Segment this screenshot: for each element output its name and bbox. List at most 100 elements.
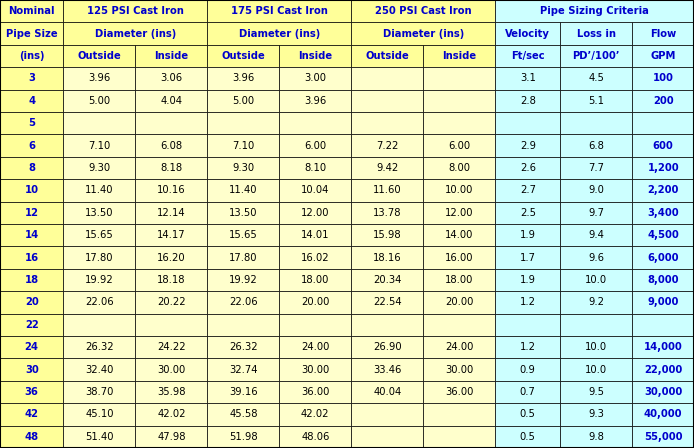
Text: Inside: Inside [154, 51, 188, 61]
Text: Diameter (ins): Diameter (ins) [239, 29, 320, 39]
Bar [351, 134, 423, 157]
Bar [496, 403, 560, 426]
Bar [279, 45, 351, 67]
Bar [208, 202, 279, 224]
Bar [279, 90, 351, 112]
Bar [496, 157, 560, 179]
Text: 36.00: 36.00 [301, 387, 330, 397]
Text: 3.96: 3.96 [88, 73, 110, 83]
Bar [560, 403, 632, 426]
Text: 14.00: 14.00 [445, 230, 473, 240]
Text: 55,000: 55,000 [644, 432, 682, 442]
Bar [279, 67, 351, 90]
Bar [351, 179, 423, 202]
Bar [423, 426, 496, 448]
Bar [632, 269, 694, 291]
Text: 47.98: 47.98 [157, 432, 185, 442]
Text: 19.92: 19.92 [85, 275, 114, 285]
Text: 32.74: 32.74 [229, 365, 257, 375]
Text: Diameter (ins): Diameter (ins) [382, 29, 464, 39]
Text: 6.08: 6.08 [160, 141, 183, 151]
Bar [0, 269, 63, 291]
Text: 19.92: 19.92 [229, 275, 257, 285]
Text: 12.00: 12.00 [301, 208, 330, 218]
Bar [0, 336, 63, 358]
Text: 38.70: 38.70 [85, 387, 114, 397]
Bar [496, 179, 560, 202]
Bar [560, 112, 632, 134]
Bar [63, 0, 208, 22]
Bar [496, 426, 560, 448]
Text: 30.00: 30.00 [301, 365, 330, 375]
Text: 5: 5 [28, 118, 35, 128]
Text: 32.40: 32.40 [85, 365, 114, 375]
Text: 3.96: 3.96 [232, 73, 255, 83]
Bar [135, 314, 208, 336]
Bar [208, 134, 279, 157]
Bar [351, 381, 423, 403]
Text: 39.16: 39.16 [229, 387, 257, 397]
Bar [135, 179, 208, 202]
Bar [0, 112, 63, 134]
Text: Inside: Inside [298, 51, 332, 61]
Bar [632, 403, 694, 426]
Bar [351, 157, 423, 179]
Text: 35.98: 35.98 [157, 387, 185, 397]
Bar [423, 112, 496, 134]
Text: 42: 42 [25, 409, 39, 419]
Bar [496, 291, 560, 314]
Text: 11.60: 11.60 [373, 185, 402, 195]
Bar [496, 134, 560, 157]
Text: PD’/100’: PD’/100’ [573, 51, 620, 61]
Text: 20: 20 [25, 297, 39, 307]
Text: 16.00: 16.00 [445, 253, 473, 263]
Text: 10.00: 10.00 [445, 185, 473, 195]
Bar [632, 246, 694, 269]
Text: 7.7: 7.7 [589, 163, 604, 173]
Bar [423, 336, 496, 358]
Text: 9.6: 9.6 [589, 253, 604, 263]
Text: 22,000: 22,000 [644, 365, 682, 375]
Bar [135, 202, 208, 224]
Text: 7.10: 7.10 [88, 141, 110, 151]
Text: 1.9: 1.9 [520, 230, 536, 240]
Bar [423, 358, 496, 381]
Bar [351, 22, 496, 45]
Text: 9.2: 9.2 [589, 297, 604, 307]
Bar [135, 269, 208, 291]
Bar [208, 381, 279, 403]
Text: Ft/sec: Ft/sec [511, 51, 545, 61]
Bar [279, 157, 351, 179]
Text: 9.0: 9.0 [589, 185, 604, 195]
Bar [560, 269, 632, 291]
Text: 10.0: 10.0 [585, 275, 607, 285]
Bar [63, 426, 135, 448]
Bar [63, 202, 135, 224]
Bar [63, 90, 135, 112]
Bar [0, 157, 63, 179]
Bar [135, 112, 208, 134]
Bar [208, 45, 279, 67]
Text: 8.00: 8.00 [448, 163, 471, 173]
Bar [135, 246, 208, 269]
Text: 14.17: 14.17 [157, 230, 186, 240]
Bar [632, 358, 694, 381]
Bar [423, 291, 496, 314]
Bar [0, 67, 63, 90]
Text: 8,000: 8,000 [648, 275, 679, 285]
Bar [135, 336, 208, 358]
Bar [63, 112, 135, 134]
Text: 17.80: 17.80 [85, 253, 114, 263]
Text: Diameter (ins): Diameter (ins) [95, 29, 176, 39]
Bar [279, 224, 351, 246]
Bar [0, 314, 63, 336]
Bar [496, 202, 560, 224]
Bar [208, 112, 279, 134]
Bar [208, 269, 279, 291]
Bar [423, 90, 496, 112]
Bar [560, 22, 632, 45]
Bar [63, 22, 208, 45]
Bar [496, 0, 694, 22]
Text: 14,000: 14,000 [644, 342, 682, 352]
Bar [423, 179, 496, 202]
